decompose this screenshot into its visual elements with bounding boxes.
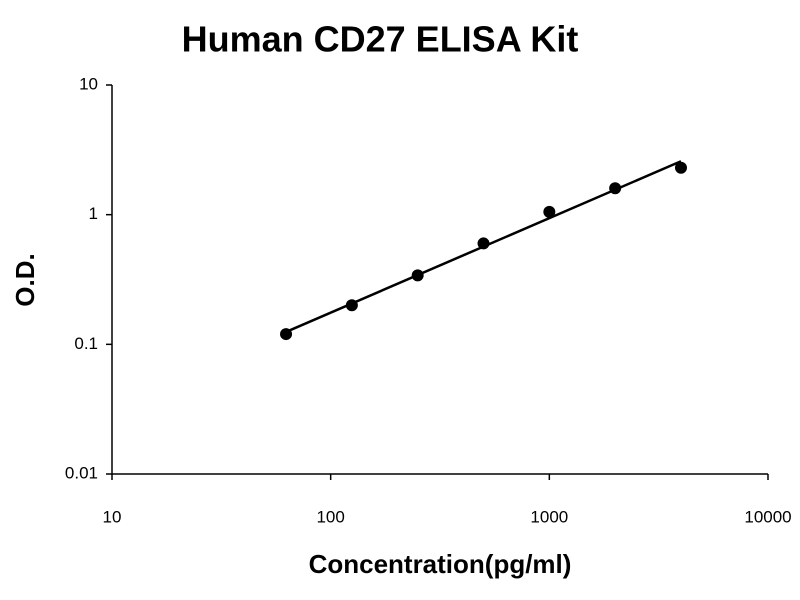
x-axis-label: Concentration(pg/ml): [309, 549, 572, 579]
x-tick-label: 10000: [744, 507, 791, 526]
data-point: [411, 269, 424, 282]
y-axis-label: O.D.: [10, 253, 40, 306]
x-tick-label: 100: [316, 507, 344, 526]
data-point: [674, 161, 687, 174]
y-tick-label: 0.1: [74, 334, 98, 353]
chart-title: Human CD27 ELISA Kit: [182, 19, 579, 60]
data-point: [280, 328, 293, 341]
data-point: [609, 182, 622, 195]
x-tick-label: 10: [103, 507, 122, 526]
data-point: [543, 205, 556, 218]
x-tick-label: 1000: [530, 507, 568, 526]
data-point: [477, 237, 490, 250]
y-tick-label: 0.01: [65, 463, 98, 482]
data-point: [345, 299, 358, 312]
y-tick-label: 1: [89, 204, 98, 223]
y-tick-label: 10: [79, 74, 98, 93]
